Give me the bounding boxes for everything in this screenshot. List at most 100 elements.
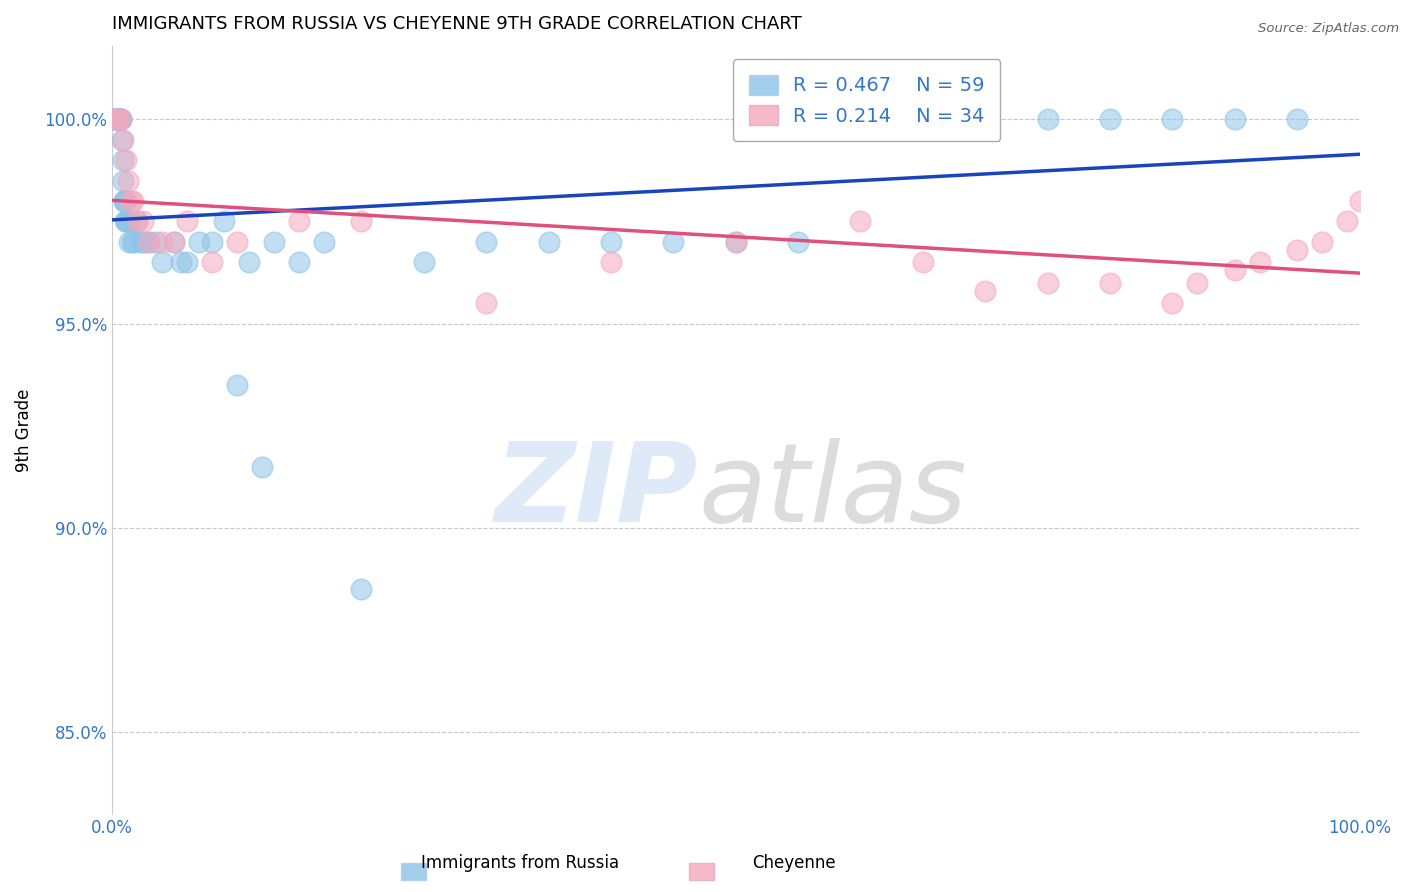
- Point: [1161, 112, 1184, 127]
- Point: [263, 235, 285, 249]
- Point: [288, 214, 311, 228]
- Point: [107, 112, 129, 127]
- Point: [115, 194, 138, 208]
- Point: [475, 235, 498, 249]
- Point: [176, 255, 198, 269]
- Point: [849, 112, 872, 127]
- Point: [121, 235, 143, 249]
- Point: [112, 173, 135, 187]
- Point: [150, 255, 173, 269]
- Point: [1036, 276, 1059, 290]
- Point: [212, 214, 235, 228]
- Point: [1348, 194, 1371, 208]
- Point: [1286, 112, 1309, 127]
- Point: [176, 214, 198, 228]
- Point: [110, 112, 132, 127]
- Point: [600, 255, 623, 269]
- Point: [225, 235, 247, 249]
- Point: [1249, 255, 1271, 269]
- Point: [1310, 235, 1333, 249]
- Point: [238, 255, 260, 269]
- Point: [120, 214, 142, 228]
- Point: [108, 112, 131, 127]
- Point: [911, 112, 934, 127]
- Text: IMMIGRANTS FROM RUSSIA VS CHEYENNE 9TH GRADE CORRELATION CHART: IMMIGRANTS FROM RUSSIA VS CHEYENNE 9TH G…: [112, 15, 801, 33]
- Point: [125, 214, 148, 228]
- Point: [105, 112, 128, 127]
- Point: [104, 112, 127, 127]
- Point: [350, 582, 373, 597]
- Point: [911, 255, 934, 269]
- Point: [350, 214, 373, 228]
- Point: [1098, 276, 1121, 290]
- Point: [412, 255, 434, 269]
- Point: [111, 153, 134, 167]
- Point: [110, 112, 132, 127]
- Point: [787, 235, 810, 249]
- Point: [724, 235, 747, 249]
- Point: [1187, 276, 1209, 290]
- Text: Cheyenne: Cheyenne: [752, 855, 837, 872]
- Point: [1036, 112, 1059, 127]
- Point: [112, 133, 135, 147]
- Point: [117, 173, 139, 187]
- Point: [163, 235, 186, 249]
- Point: [225, 377, 247, 392]
- Point: [163, 235, 186, 249]
- Point: [108, 112, 131, 127]
- Point: [114, 214, 136, 228]
- Point: [124, 235, 146, 249]
- Point: [201, 255, 224, 269]
- Text: atlas: atlas: [699, 438, 967, 545]
- Point: [112, 194, 135, 208]
- Point: [600, 235, 623, 249]
- Point: [129, 235, 152, 249]
- Point: [122, 194, 145, 208]
- Point: [134, 235, 156, 249]
- Point: [662, 235, 685, 249]
- Point: [104, 112, 127, 127]
- Point: [117, 214, 139, 228]
- Point: [974, 112, 997, 127]
- Point: [475, 296, 498, 310]
- Point: [111, 133, 134, 147]
- Point: [849, 214, 872, 228]
- Point: [250, 459, 273, 474]
- Legend: R = 0.467    N = 59, R = 0.214    N = 34: R = 0.467 N = 59, R = 0.214 N = 34: [733, 59, 1001, 141]
- Text: Immigrants from Russia: Immigrants from Russia: [422, 855, 619, 872]
- Point: [125, 214, 148, 228]
- Text: ZIP: ZIP: [495, 438, 699, 545]
- Point: [1336, 214, 1358, 228]
- Point: [114, 153, 136, 167]
- Point: [118, 235, 141, 249]
- Point: [974, 284, 997, 298]
- Point: [1223, 112, 1246, 127]
- Point: [103, 112, 125, 127]
- Point: [120, 194, 142, 208]
- Y-axis label: 9th Grade: 9th Grade: [15, 388, 32, 472]
- Point: [114, 194, 136, 208]
- Point: [1286, 243, 1309, 257]
- Point: [1098, 112, 1121, 127]
- Point: [724, 235, 747, 249]
- Point: [312, 235, 335, 249]
- Point: [104, 112, 127, 127]
- Point: [150, 235, 173, 249]
- Point: [138, 235, 160, 249]
- Point: [145, 235, 167, 249]
- Point: [103, 112, 125, 127]
- Point: [1223, 263, 1246, 277]
- Text: Source: ZipAtlas.com: Source: ZipAtlas.com: [1258, 22, 1399, 36]
- Point: [108, 112, 131, 127]
- Point: [188, 235, 211, 249]
- Point: [107, 112, 129, 127]
- Point: [138, 235, 160, 249]
- Point: [537, 235, 560, 249]
- Point: [288, 255, 311, 269]
- Point: [1161, 296, 1184, 310]
- Point: [114, 214, 136, 228]
- Point: [110, 112, 132, 127]
- Point: [132, 214, 155, 228]
- Point: [169, 255, 191, 269]
- Point: [115, 214, 138, 228]
